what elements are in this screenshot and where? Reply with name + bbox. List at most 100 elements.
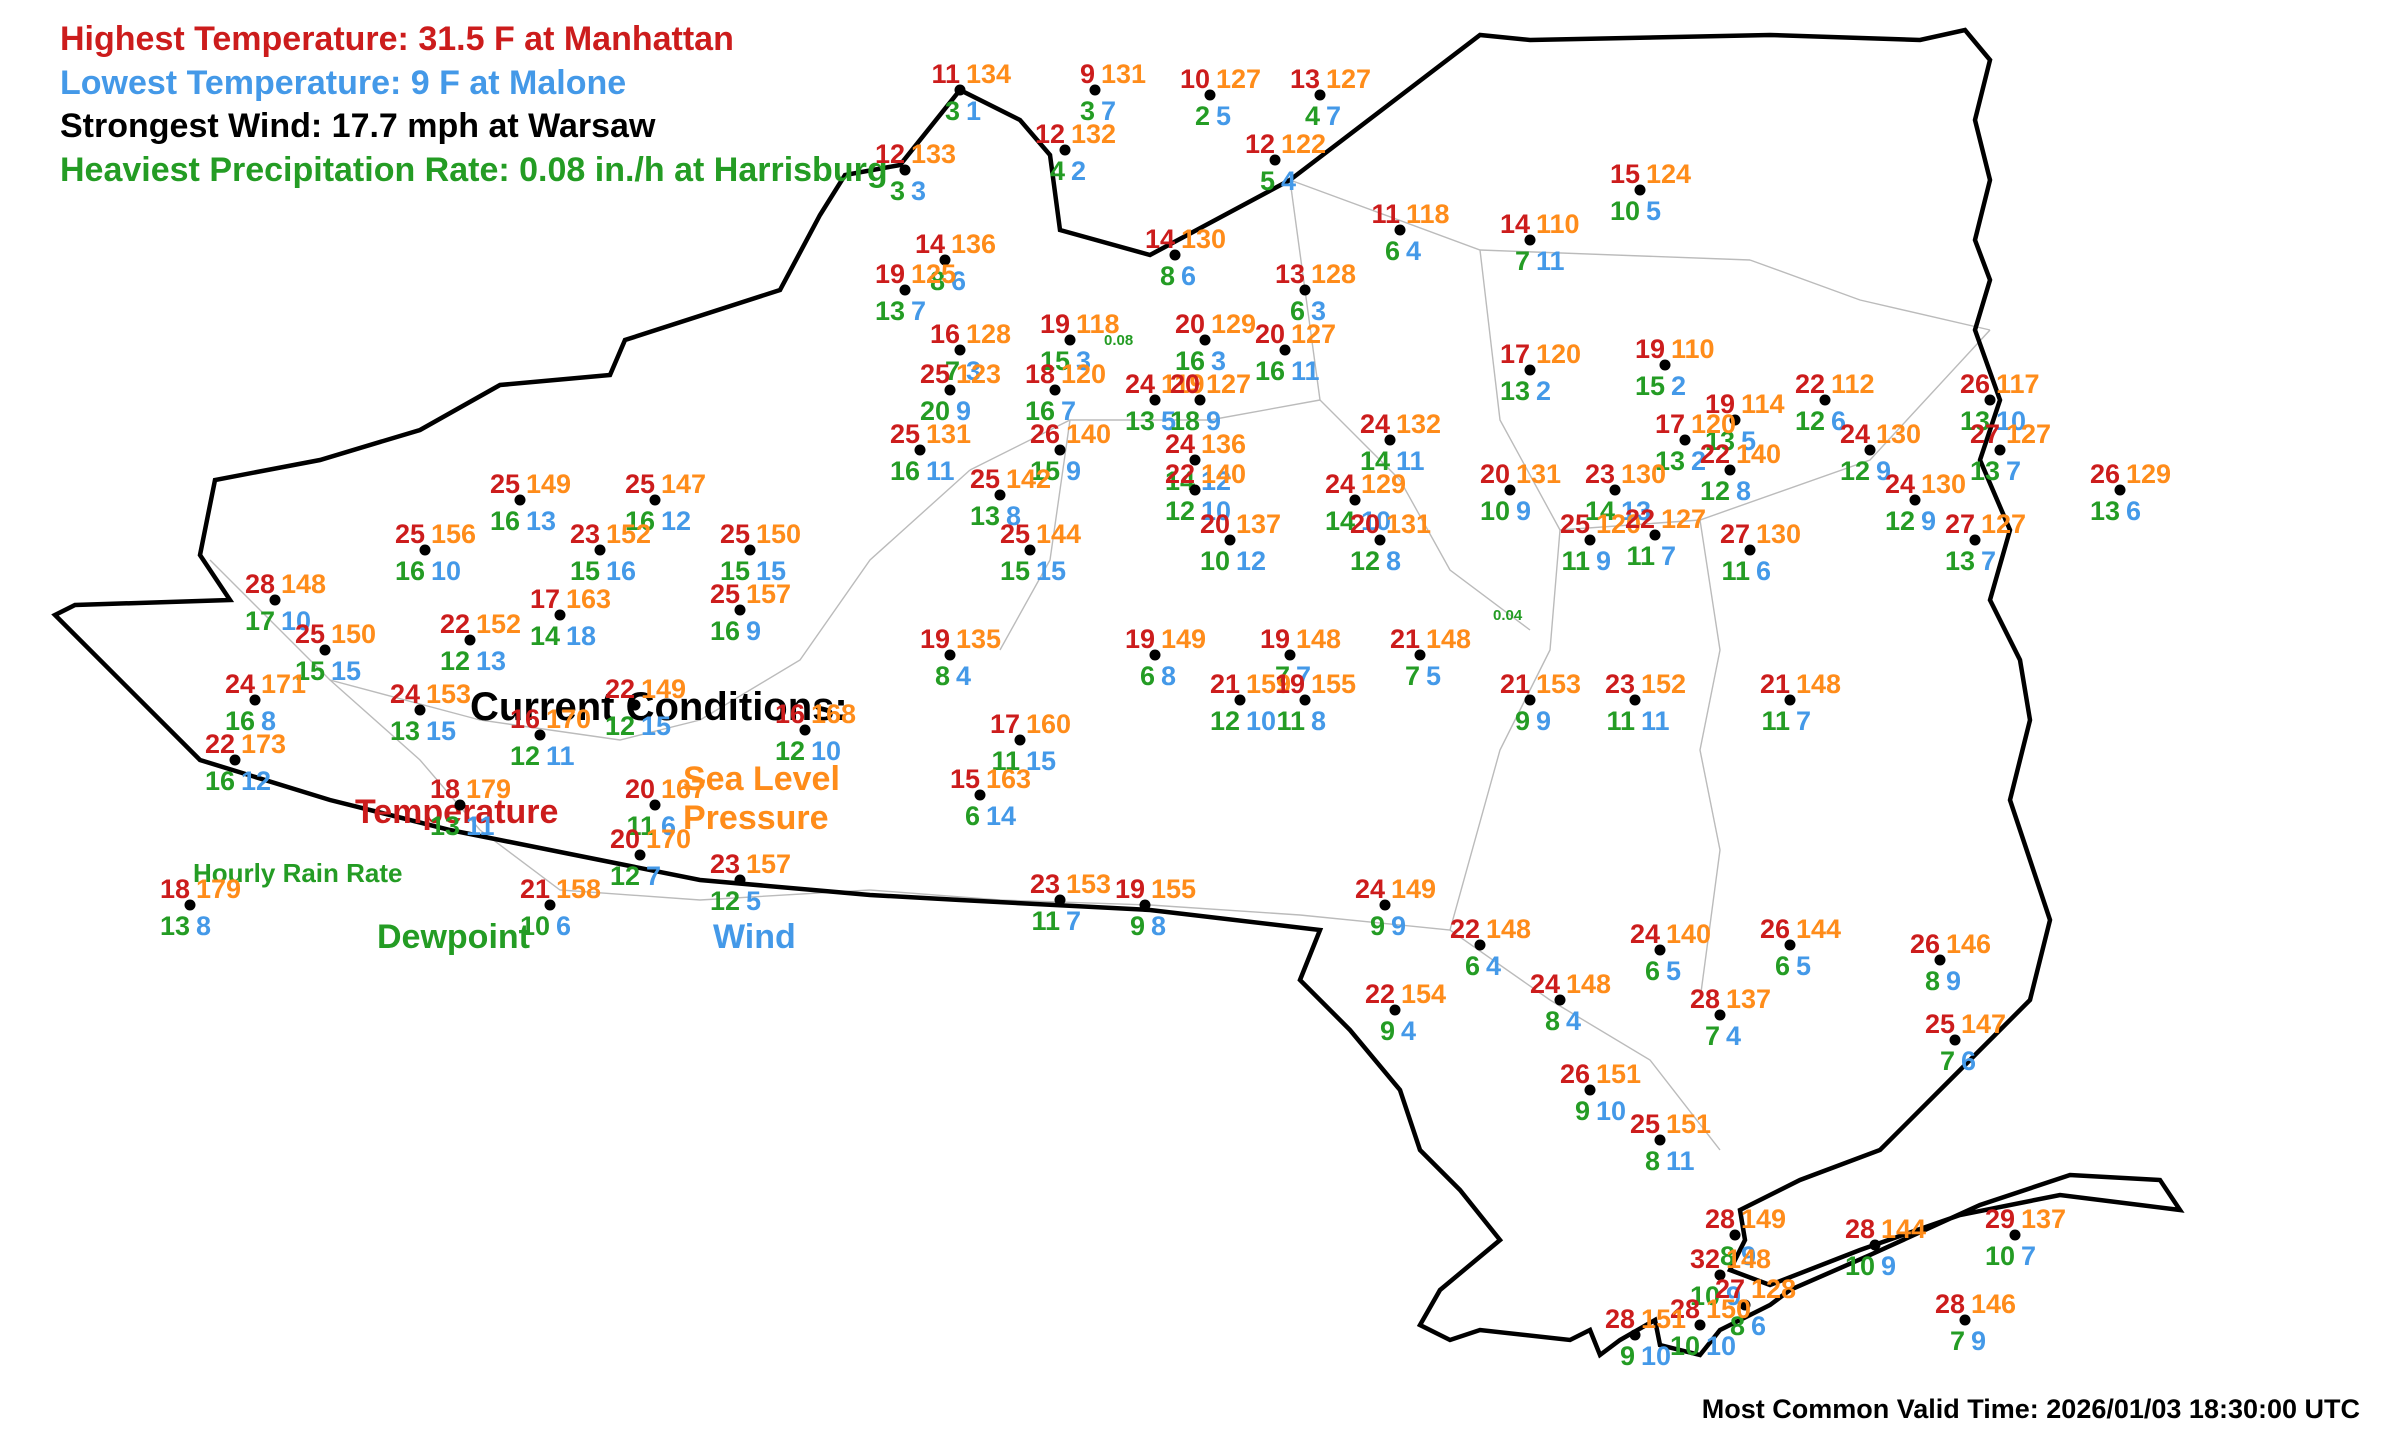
weather-station-0: 11 134 3 1 — [960, 90, 962, 92]
weather-station-45: 23 152 15 16 — [600, 550, 602, 552]
station-pressure-value: 110 — [1671, 334, 1715, 365]
station-pressure-value: 130 — [1181, 224, 1226, 255]
weather-station-3: 13 127 4 7 — [1320, 95, 1322, 97]
weather-station-52: 27 130 11 6 — [1750, 550, 1752, 552]
station-wind-value: 8 — [1736, 476, 1751, 507]
weather-station-65: 21 148 7 5 — [1420, 655, 1422, 657]
station-dewpoint-value: 9 — [1370, 911, 1385, 942]
station-dewpoint-value: 9 — [1575, 1096, 1590, 1127]
station-pressure-value: 131 — [926, 419, 971, 450]
station-pressure-value: 152 — [476, 609, 521, 640]
station-temperature-value: 24 — [1360, 409, 1390, 440]
station-wind-value: 5 — [1426, 661, 1441, 692]
weather-station-35: 25 147 16 12 — [655, 500, 657, 502]
station-dewpoint-value: 10 — [1610, 196, 1640, 227]
station-wind-value: 11 — [466, 811, 495, 842]
station-dewpoint-value: 16 — [490, 506, 520, 537]
station-pressure-value: 157 — [746, 849, 791, 880]
weather-station-14: 16 128 7 3 — [960, 350, 962, 352]
station-dewpoint-value: 16 — [1175, 346, 1205, 377]
station-temperature-value: 22 — [605, 674, 635, 705]
station-temperature-value: 21 — [1210, 669, 1240, 700]
station-temperature-value: 14 — [1500, 209, 1530, 240]
weather-station-16: 25 123 20 9 — [950, 390, 952, 392]
station-wind-value: 12 — [661, 506, 691, 537]
station-wind-value: 9 — [1391, 911, 1406, 942]
weather-station-72: 16 170 12 11 — [540, 735, 542, 737]
station-dewpoint-value: 16 — [710, 616, 740, 647]
station-wind-value: 9 — [1971, 1326, 1986, 1357]
station-pressure-value: 140 — [1666, 919, 1711, 950]
station-wind-value: 11 — [1536, 246, 1565, 277]
station-dewpoint-value: 6 — [1775, 951, 1790, 982]
station-temperature-value: 25 — [1560, 509, 1590, 540]
station-temperature-value: 26 — [1760, 914, 1790, 945]
station-wind-value: 9 — [746, 616, 761, 647]
station-temperature-value: 9 — [1080, 59, 1095, 90]
station-wind-value: 8 — [1151, 911, 1166, 942]
weather-station-11: 15 124 10 5 — [1640, 190, 1642, 192]
weather-station-19: 20 127 18 9 — [1200, 400, 1202, 402]
weather-station-57: 25 150 15 15 — [325, 650, 327, 652]
station-pressure-value: 130 — [1921, 469, 1966, 500]
station-dewpoint-value: 10 — [520, 911, 550, 942]
station-pressure-value: 148 — [281, 569, 326, 600]
station-pressure-value: 157 — [746, 579, 791, 610]
weather-station-73: 16 168 12 10 — [805, 730, 807, 732]
station-temperature-value: 22 — [1165, 459, 1195, 490]
station-temperature-value: 19 — [1635, 334, 1665, 365]
weather-station-93: 26 151 9 10 — [1590, 1090, 1592, 1092]
station-pressure-value: 149 — [641, 674, 686, 705]
station-temperature-value: 20 — [1350, 509, 1380, 540]
station-pressure-value: 127 — [1216, 64, 1261, 95]
station-wind-value: 7 — [1066, 906, 1081, 937]
station-wind-value: 8 — [1161, 661, 1176, 692]
weather-station-83: 19 155 9 8 — [1145, 905, 1147, 907]
station-wind-value: 6 — [1181, 261, 1196, 292]
station-temperature-value: 24 — [1165, 429, 1195, 460]
weather-station-71: 22 173 16 12 — [235, 760, 237, 762]
weather-station-38: 24 129 14 10 — [1355, 500, 1357, 502]
station-dewpoint-value: 12 — [1795, 406, 1825, 437]
station-pressure-value: 140 — [1201, 459, 1246, 490]
weather-station-21: 20 127 16 11 — [1285, 350, 1287, 352]
station-dewpoint-value: 9 — [1130, 911, 1145, 942]
station-temperature-value: 11 — [1371, 199, 1400, 230]
station-pressure-value: 149 — [1741, 1204, 1786, 1235]
station-temperature-value: 24 — [225, 669, 255, 700]
weather-station-13: 19 125 13 7 — [905, 290, 907, 292]
station-pressure-value: 171 — [261, 669, 306, 700]
station-pressure-value: 149 — [526, 469, 571, 500]
station-wind-value: 6 — [556, 911, 571, 942]
station-temperature-value: 23 — [1605, 669, 1635, 700]
station-dewpoint-value: 13 — [970, 501, 1000, 532]
station-wind-value: 10 — [1706, 1331, 1736, 1362]
weather-station-30: 24 132 14 11 — [1390, 440, 1392, 442]
station-dewpoint-value: 7 — [1940, 1046, 1955, 1077]
station-dewpoint-value: 13 — [875, 296, 905, 327]
weather-station-56: 25 157 16 9 — [740, 610, 742, 612]
station-temperature-value: 23 — [570, 519, 600, 550]
station-temperature-value: 24 — [1885, 469, 1915, 500]
station-dewpoint-value: 10 — [1200, 546, 1230, 577]
station-temperature-value: 23 — [710, 849, 740, 880]
station-dewpoint-value: 7 — [1515, 246, 1530, 277]
station-temperature-value: 24 — [1630, 919, 1660, 950]
station-dewpoint-value: 10 — [1845, 1251, 1875, 1282]
station-dewpoint-value: 6 — [1140, 661, 1155, 692]
weather-station-7: 14 130 8 6 — [1175, 255, 1177, 257]
station-wind-value: 7 — [1326, 101, 1341, 132]
station-dewpoint-value: 15 — [1635, 371, 1665, 402]
station-pressure-value: 130 — [1876, 419, 1921, 450]
station-dewpoint-value: 11 — [1561, 546, 1590, 577]
weather-station-6: 12 133 3 3 — [905, 170, 907, 172]
highest-temp-line: Highest Temperature: 31.5 F at Manhattan — [60, 18, 888, 62]
station-temperature-value: 26 — [1910, 929, 1940, 960]
station-temperature-value: 26 — [1030, 419, 1060, 450]
station-dewpoint-value: 13 — [390, 716, 420, 747]
station-pressure-value: 146 — [1971, 1289, 2016, 1320]
station-wind-value: 7 — [1796, 706, 1811, 737]
station-dewpoint-value: 13 — [1500, 376, 1530, 407]
station-wind-value: 16 — [606, 556, 636, 587]
station-wind-value: 2 — [1536, 376, 1551, 407]
